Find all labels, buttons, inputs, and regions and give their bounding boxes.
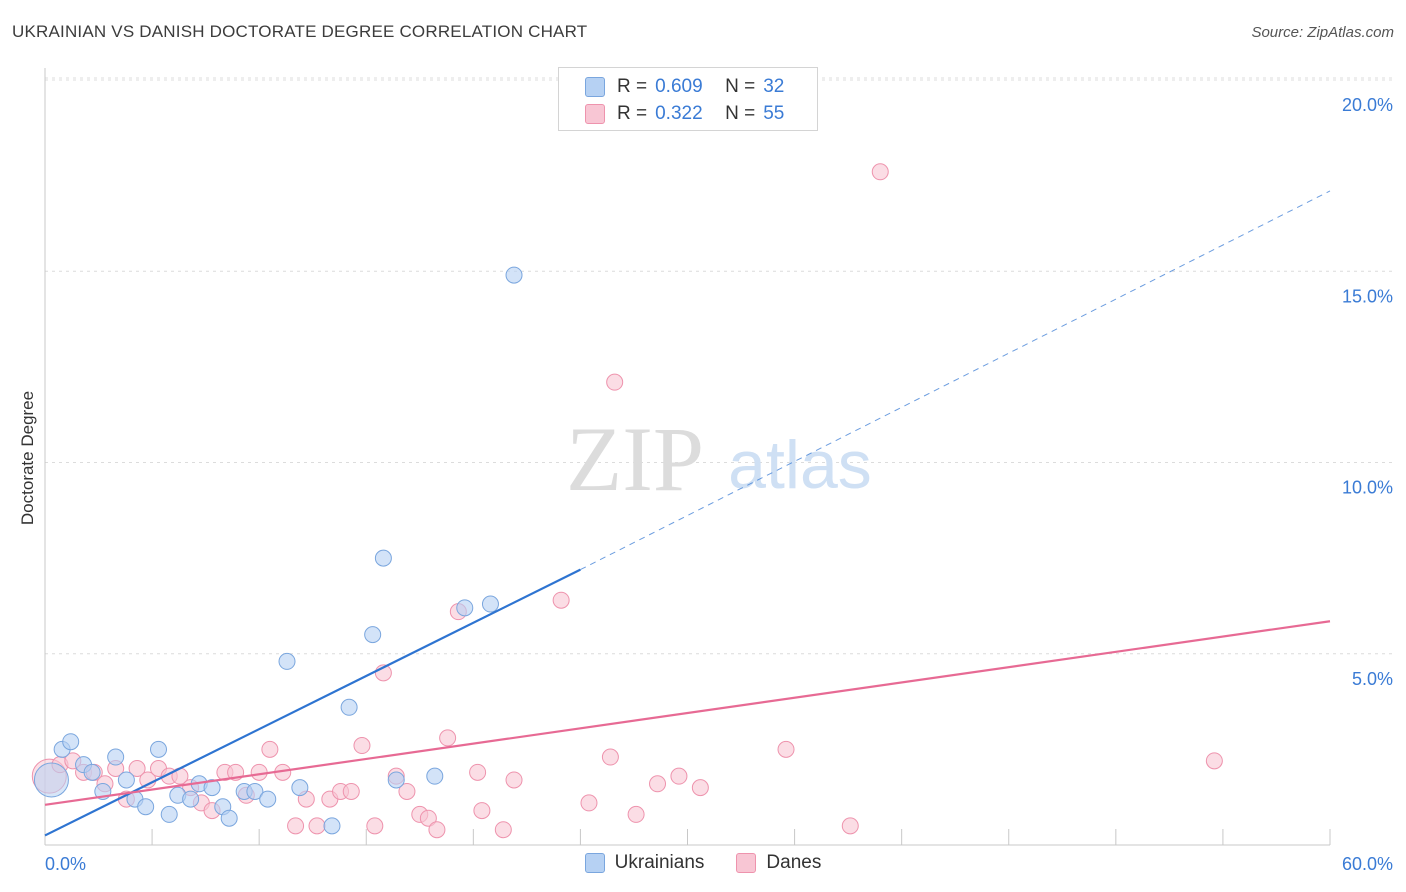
trend-lines	[44, 190, 1331, 837]
ukrainians-point[interactable]	[33, 762, 69, 798]
ukrainians-point[interactable]	[291, 779, 309, 797]
x-tick-label: 0.0%	[45, 854, 86, 874]
danes-point[interactable]	[261, 740, 279, 758]
danes-point[interactable]	[649, 775, 667, 793]
danes-point[interactable]	[777, 740, 795, 758]
chart-title: UKRAINIAN VS DANISH DOCTORATE DEGREE COR…	[12, 22, 588, 41]
legend-item-danes[interactable]: Danes	[736, 852, 821, 874]
danes-point[interactable]	[287, 817, 305, 835]
n-value: 32	[763, 76, 785, 97]
ukrainians-point[interactable]	[160, 805, 178, 823]
danes-point[interactable]	[580, 794, 598, 812]
y-axis-label: Doctorate Degree	[18, 390, 37, 526]
ukrainians-point[interactable]	[364, 626, 382, 644]
n-value: 55	[763, 103, 785, 124]
danes-point[interactable]	[841, 817, 859, 835]
ukrainians-point[interactable]	[456, 599, 474, 617]
ukrainians-points	[33, 266, 523, 835]
danes-point[interactable]	[398, 782, 416, 800]
legend-row-ukrainians: R = 0.609 N = 32	[585, 74, 784, 100]
ukrainians-point[interactable]	[182, 790, 200, 808]
danes-point[interactable]	[473, 802, 491, 820]
ukrainians-point[interactable]	[323, 817, 341, 835]
danes-point[interactable]	[606, 373, 624, 391]
ukrainians-point[interactable]	[481, 595, 499, 613]
danes-trend-line	[44, 620, 1331, 806]
r-value: 0.322	[655, 103, 703, 124]
danes-point[interactable]	[871, 163, 889, 181]
series-legend: Ukrainians Danes	[0, 852, 1406, 874]
ukrainians-point[interactable]	[150, 740, 168, 758]
danes-point[interactable]	[469, 763, 487, 781]
watermark-atlas: atlas	[728, 427, 872, 503]
ukrainians-point[interactable]	[117, 771, 135, 789]
n-label: N =	[725, 103, 756, 124]
source-label: Source: ZipAtlas.com	[1251, 24, 1394, 41]
danes-point[interactable]	[601, 748, 619, 766]
ukrainians-point[interactable]	[203, 779, 221, 797]
y-tick-label: 5.0%	[1352, 669, 1393, 689]
danes-point[interactable]	[353, 737, 371, 755]
r-value: 0.609	[655, 76, 703, 97]
ukrainians-point[interactable]	[259, 790, 277, 808]
danes-point[interactable]	[419, 809, 437, 827]
x-tick-label: 60.0%	[1342, 854, 1393, 874]
ukrainians-point[interactable]	[220, 809, 238, 827]
danes-point[interactable]	[505, 771, 523, 789]
ukrainians-point[interactable]	[107, 748, 125, 766]
pink-swatch-icon	[585, 104, 605, 124]
danes-point[interactable]	[1205, 752, 1223, 770]
danes-point[interactable]	[494, 821, 512, 839]
danes-point[interactable]	[342, 782, 360, 800]
ukrainians-point[interactable]	[374, 549, 392, 567]
danes-point[interactable]	[670, 767, 688, 785]
axes	[44, 68, 1331, 846]
ukrainians-point[interactable]	[505, 266, 523, 284]
legend-item-ukrainians[interactable]: Ukrainians	[584, 852, 705, 874]
danes-point[interactable]	[366, 817, 384, 835]
ukrainians-point[interactable]	[426, 767, 444, 785]
ukrainians-trend-extension	[580, 190, 1331, 571]
blue-swatch-icon	[584, 853, 605, 873]
ukrainians-point[interactable]	[340, 698, 358, 716]
y-tick-label: 15.0%	[1342, 286, 1393, 306]
danes-point[interactable]	[691, 779, 709, 797]
legend-label-ukrainians: Ukrainians	[614, 852, 705, 873]
ukrainians-point[interactable]	[62, 733, 80, 751]
danes-point[interactable]	[250, 763, 268, 781]
n-label: N =	[725, 76, 756, 97]
ukrainians-point[interactable]	[83, 763, 101, 781]
danes-point[interactable]	[128, 760, 146, 777]
pink-swatch-icon	[736, 853, 757, 873]
danes-point[interactable]	[627, 805, 645, 823]
grid-lines	[45, 77, 1395, 655]
ukrainians-point[interactable]	[387, 771, 405, 789]
ukrainians-point[interactable]	[246, 782, 264, 800]
y-tick-label: 20.0%	[1342, 95, 1393, 115]
legend-row-danes: R = 0.322 N = 55	[585, 101, 784, 127]
tick-labels: 5.0% 10.0% 15.0% 20.0% 0.0% 60.0%	[45, 95, 1393, 874]
legend-label-danes: Danes	[766, 852, 822, 873]
blue-swatch-icon	[585, 77, 605, 97]
r-label: R =	[617, 103, 648, 124]
correlation-legend: R = 0.609 N = 32 R = 0.322 N = 55	[558, 67, 818, 131]
danes-point[interactable]	[308, 817, 326, 835]
danes-point[interactable]	[552, 591, 570, 609]
y-tick-label: 10.0%	[1342, 478, 1393, 498]
watermark-zip: ZIP	[566, 408, 704, 510]
watermark: ZIP atlas	[566, 408, 872, 510]
danes-point[interactable]	[439, 729, 457, 747]
r-label: R =	[617, 76, 648, 97]
danes-point[interactable]	[428, 821, 446, 839]
ukrainians-point[interactable]	[137, 798, 155, 816]
ukrainians-point[interactable]	[278, 652, 296, 670]
